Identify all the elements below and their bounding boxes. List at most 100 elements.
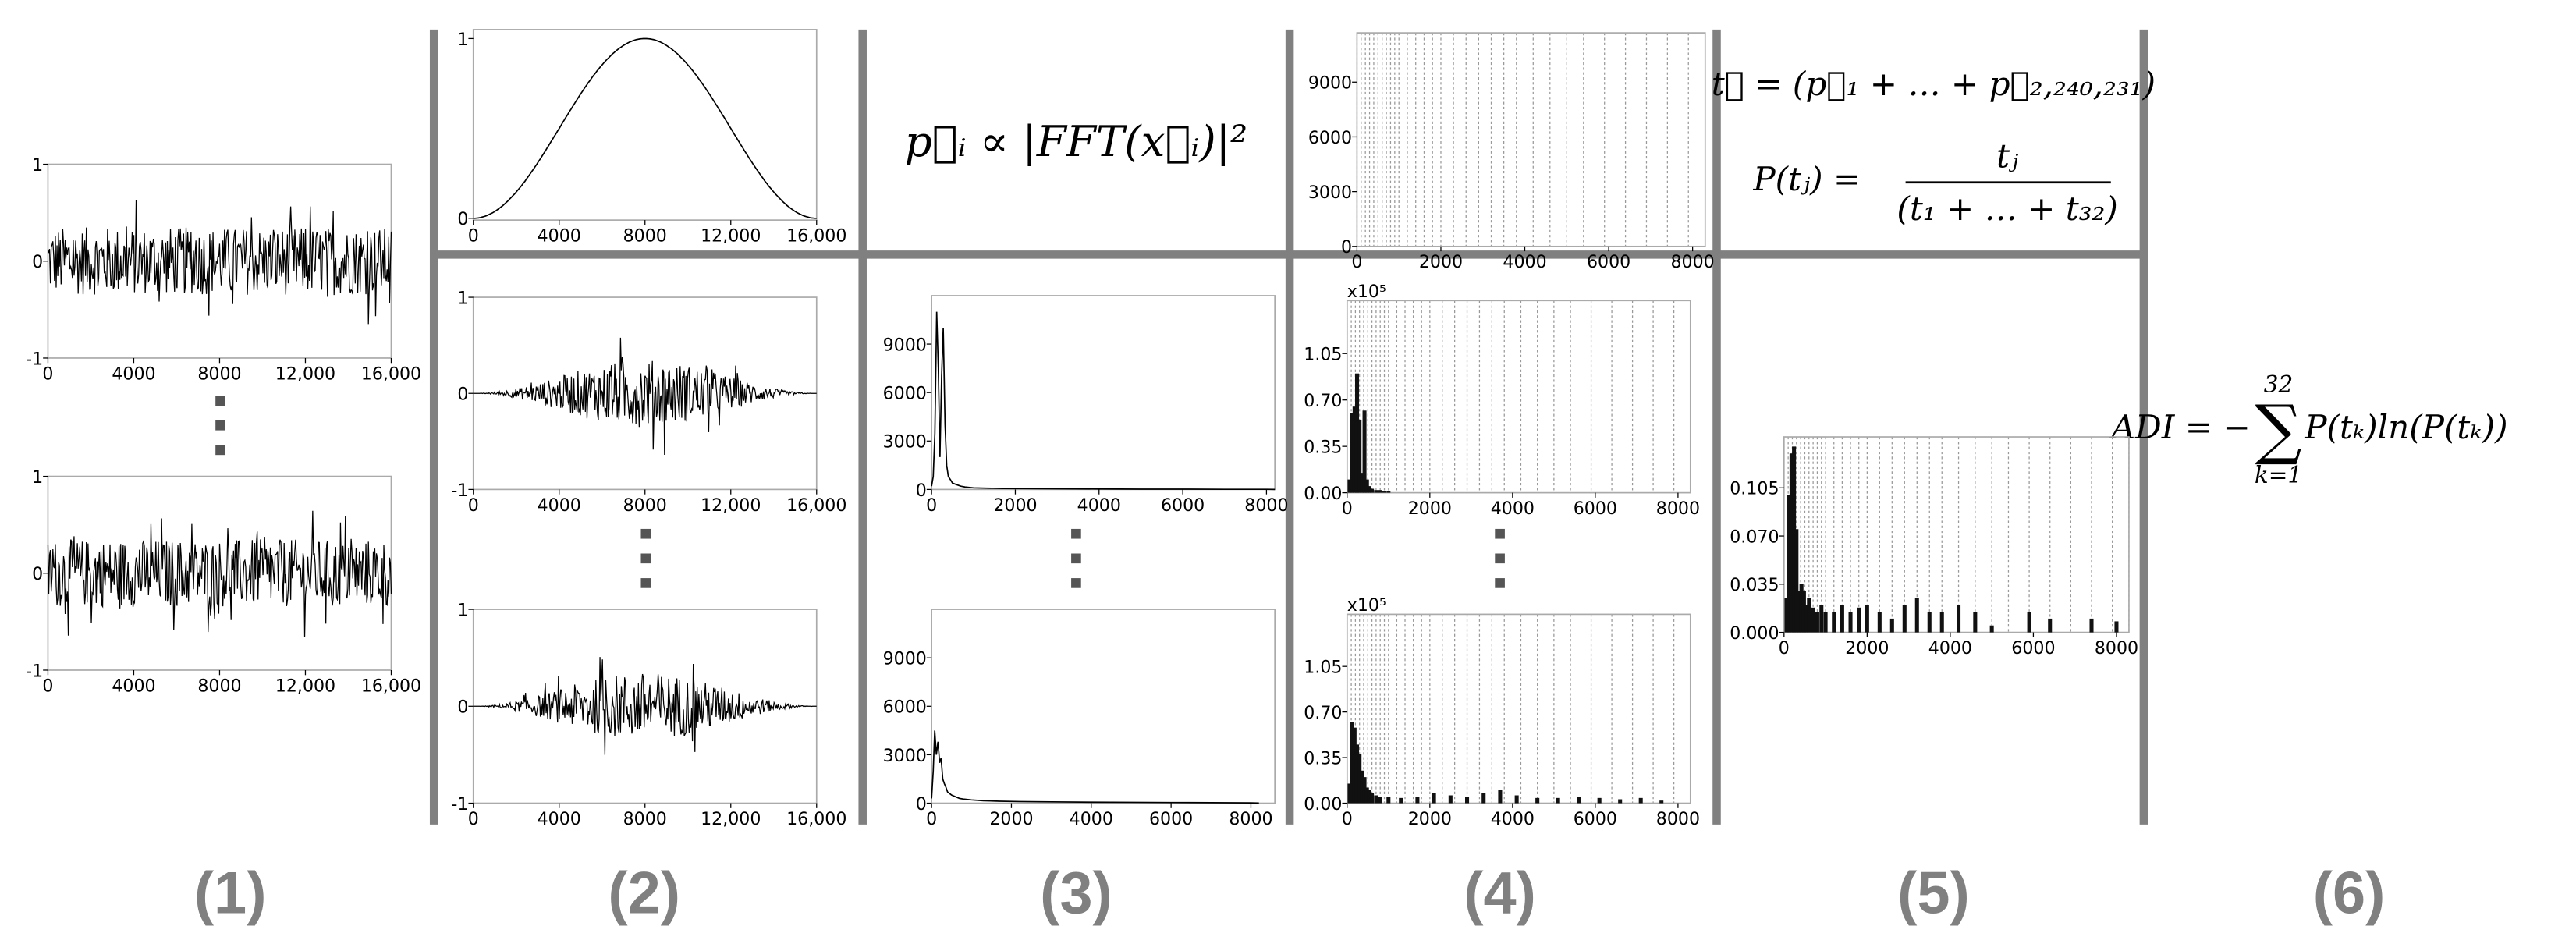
x-tick-label: 0 xyxy=(42,676,53,696)
bar xyxy=(1399,797,1403,804)
y-tick-label: 0.000 xyxy=(1730,623,1779,644)
y-tick-label: 9000 xyxy=(883,335,927,355)
bar xyxy=(1804,605,1809,633)
bar xyxy=(1374,490,1378,493)
bar xyxy=(2048,618,2053,633)
bar xyxy=(1367,790,1371,804)
bar xyxy=(1889,618,1894,633)
y-tick-label: 0 xyxy=(457,209,468,229)
y-tick-label: 0 xyxy=(457,697,468,718)
x-tick-label: 12,000 xyxy=(701,495,761,516)
plot-frame xyxy=(1346,300,1691,494)
bar xyxy=(1618,799,1623,804)
y-tick-label: 0.00 xyxy=(1304,794,1342,814)
y-tick-label: 0.105 xyxy=(1730,479,1779,499)
x-tick-label: 0 xyxy=(1342,499,1353,519)
bar xyxy=(1360,473,1364,493)
x-tick-label: 6000 xyxy=(1574,499,1617,519)
dot xyxy=(640,553,651,564)
bar xyxy=(1354,373,1360,493)
x-tick-label: 4000 xyxy=(538,809,581,829)
bar xyxy=(1939,612,1944,633)
plot-frame xyxy=(931,609,1276,804)
formula: p⃗ᵢ ∝ |FFT(x⃗ᵢ)|² xyxy=(905,116,1247,166)
panel-label: (5) xyxy=(1897,861,1970,927)
x-tick-label: 0 xyxy=(926,809,937,829)
bar xyxy=(1514,795,1519,804)
x-tick-label: 4000 xyxy=(538,495,581,516)
y-tick-label: 0 xyxy=(457,385,468,405)
bar xyxy=(1362,410,1367,493)
formula: P(tⱼ) = xyxy=(1752,160,1861,198)
x-tick-label: 8000 xyxy=(2095,638,2138,658)
plot-frame xyxy=(1356,32,1706,247)
x-tick-label: 0 xyxy=(468,495,479,516)
bar xyxy=(2027,612,2031,633)
y-tick-label: 0.070 xyxy=(1730,527,1779,547)
bar xyxy=(1927,612,1932,633)
x-tick-label: 4000 xyxy=(538,225,581,246)
dot xyxy=(1495,528,1505,539)
y-tick-label: 0.35 xyxy=(1304,438,1342,458)
plot-frame xyxy=(1346,613,1691,804)
x-tick-label: 8000 xyxy=(1244,495,1288,516)
dividers xyxy=(429,29,2148,825)
bar xyxy=(1481,793,1486,804)
dot xyxy=(1071,528,1081,539)
bar xyxy=(1448,795,1453,804)
x-tick-label: 4000 xyxy=(1077,495,1121,516)
y-tick-label: -1 xyxy=(26,349,43,369)
y-tick-label: 3000 xyxy=(883,432,927,452)
bar xyxy=(1350,413,1354,493)
ellipsis xyxy=(215,396,1505,588)
y-tick-label: 6000 xyxy=(883,697,927,718)
y-tick-label: 0 xyxy=(32,252,43,272)
y-tick-label: 6000 xyxy=(1308,128,1352,148)
waveform xyxy=(473,657,817,755)
bar xyxy=(1914,598,1919,633)
formula: ADI = − xyxy=(2109,408,2251,446)
bar xyxy=(1787,495,1791,633)
x-tick-label: 8000 xyxy=(623,225,667,246)
x-tick-label: 0 xyxy=(468,225,479,246)
formula: (t₁ + … + t₃₂) xyxy=(1897,190,2117,228)
x-tick-label: 8000 xyxy=(197,676,241,696)
waveform xyxy=(473,337,817,455)
bar xyxy=(1350,722,1354,804)
x-tick-label: 8000 xyxy=(1656,809,1700,829)
bar xyxy=(2114,621,2119,633)
x-tick-label: 12,000 xyxy=(275,364,335,384)
bar xyxy=(1367,486,1371,493)
x-tick-label: 16,000 xyxy=(786,495,846,516)
bar xyxy=(1378,797,1382,804)
y-tick-label: 0.00 xyxy=(1304,484,1342,504)
bar xyxy=(1811,607,1815,633)
y-tick-label: 1 xyxy=(457,30,468,50)
bar xyxy=(1877,612,1882,633)
bar xyxy=(1370,793,1375,804)
waveform xyxy=(47,200,392,325)
formula: t⃗ = (p⃗₁ + … + p⃗₂,₂₄₀,₂₃₁) xyxy=(1712,65,2156,103)
y-tick-label: 1.05 xyxy=(1304,658,1342,678)
y-tick-label: 0.035 xyxy=(1730,575,1779,595)
x-tick-label: 4000 xyxy=(1491,499,1535,519)
window-curve xyxy=(473,37,817,219)
waveform xyxy=(47,510,392,637)
x-tick-label: 2000 xyxy=(1408,499,1452,519)
dot xyxy=(640,578,651,588)
y-tick-label: 1 xyxy=(457,288,468,308)
x-tick-label: 12,000 xyxy=(701,225,761,246)
y-tick-label: 3000 xyxy=(883,746,927,766)
bar xyxy=(1357,754,1362,804)
y-tick-label: -1 xyxy=(451,481,468,501)
x-tick-label: 2000 xyxy=(1419,252,1463,272)
x-tick-label: 0 xyxy=(1351,252,1362,272)
panel-label: (4) xyxy=(1464,861,1536,927)
x-tick-label: 2000 xyxy=(1845,638,1889,658)
x-tick-label: 8000 xyxy=(1229,809,1272,829)
axis-multiplier: x10⁵ xyxy=(1347,595,1386,616)
dot xyxy=(215,420,225,431)
y-tick-label: 1 xyxy=(457,601,468,621)
x-tick-label: 12,000 xyxy=(275,676,335,696)
bar xyxy=(1374,795,1378,804)
